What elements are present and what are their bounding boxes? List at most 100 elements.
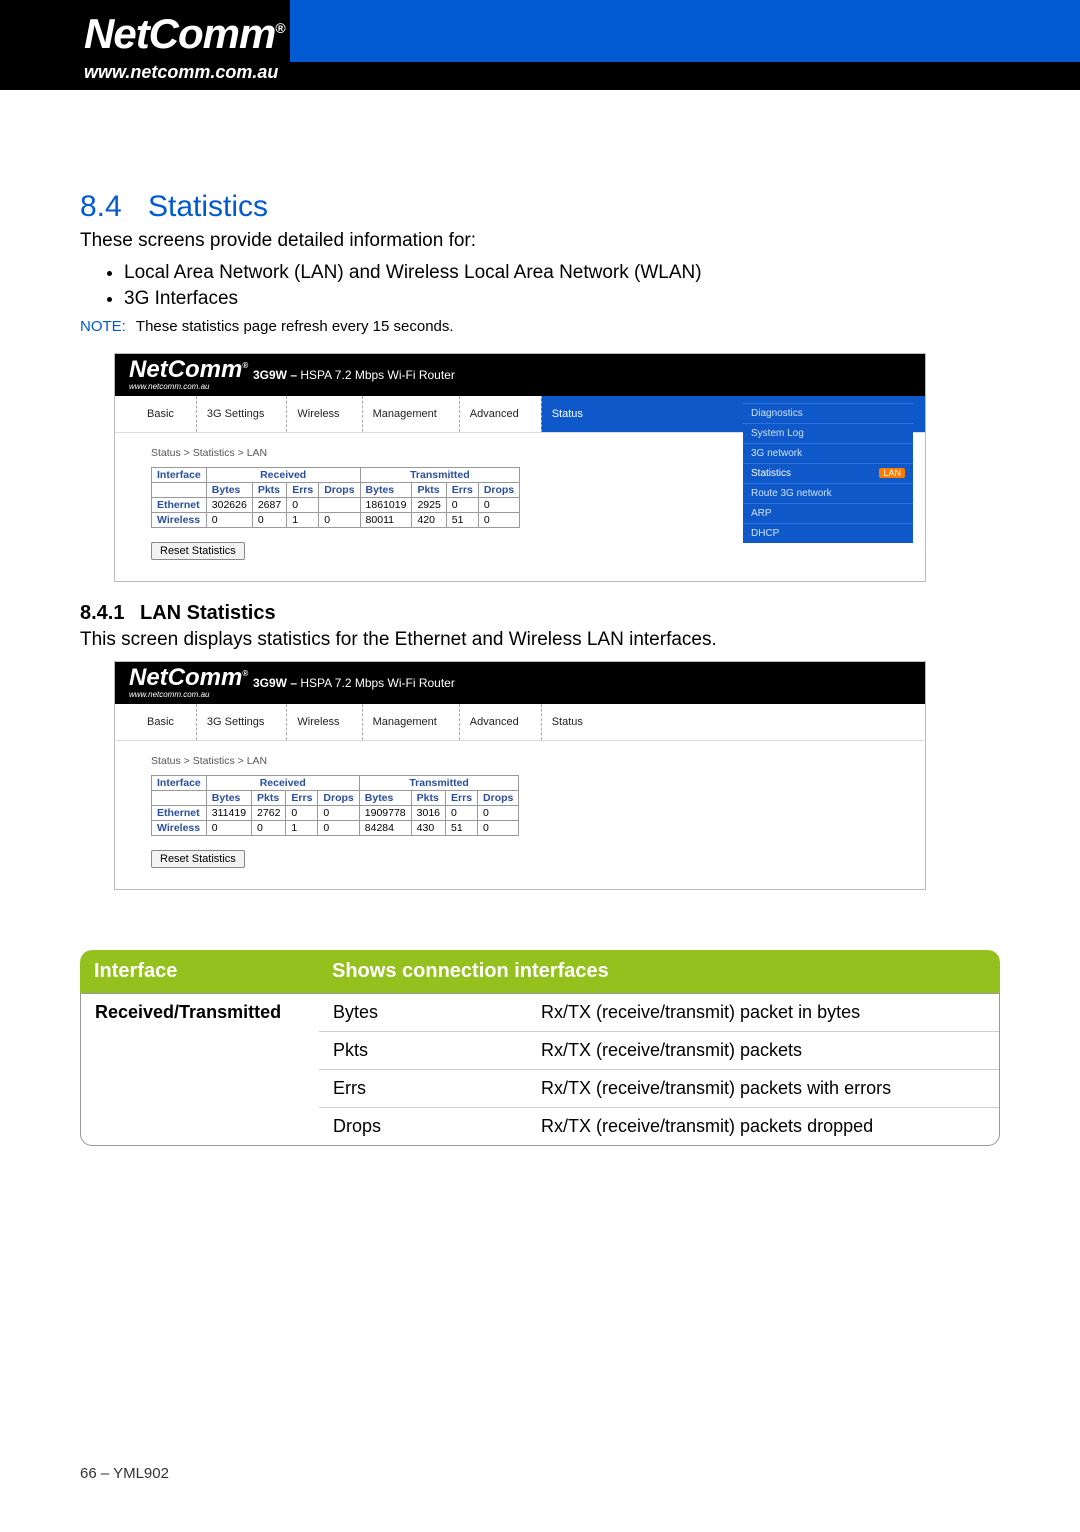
- cell: 1: [287, 513, 319, 528]
- router-logo: NetComm®: [129, 664, 248, 692]
- th-errs: Errs: [286, 791, 318, 806]
- th-bytes: Bytes: [206, 483, 252, 498]
- th-blank: [152, 791, 207, 806]
- tab-wireless[interactable]: Wireless: [286, 396, 361, 432]
- page-footer: 66 – YML902: [80, 1465, 169, 1482]
- th-bytes: Bytes: [359, 791, 411, 806]
- cell: 0: [478, 498, 519, 513]
- explain-table-body: Received/Transmitted Bytes Rx/TX (receiv…: [81, 993, 999, 1145]
- cell: 420: [412, 513, 446, 528]
- registered-icon: ®: [275, 20, 284, 36]
- tab-wireless[interactable]: Wireless: [286, 704, 361, 740]
- router-title-bold: 3G9W –: [253, 368, 297, 382]
- th-drops: Drops: [478, 791, 519, 806]
- tab-advanced[interactable]: Advanced: [459, 396, 541, 432]
- cell: 2762: [252, 806, 286, 821]
- submenu-route-label: Route: [751, 488, 778, 499]
- explain-table: Interface Shows connection interfaces: [80, 950, 1000, 993]
- submenu-route[interactable]: Route 3G network: [743, 483, 913, 503]
- tab-advanced[interactable]: Advanced: [459, 704, 541, 740]
- cell: 311419: [206, 806, 251, 821]
- tab-management[interactable]: Management: [362, 704, 459, 740]
- th-interface: Interface: [152, 776, 207, 791]
- th-bytes: Bytes: [206, 791, 251, 806]
- cell: [319, 498, 360, 513]
- th-pkts: Pkts: [252, 791, 286, 806]
- cell: 84284: [359, 821, 411, 836]
- th-transmitted: Transmitted: [360, 468, 520, 483]
- tab-status[interactable]: Status: [541, 704, 925, 740]
- table-row: Ethernet 311419 2762 0 0 1909778 3016 0 …: [152, 806, 519, 821]
- note-line: NOTE: These statistics page refresh ever…: [80, 318, 1000, 335]
- cell: 3016: [411, 806, 445, 821]
- router-title: 3G9W – HSPA 7.2 Mbps Wi-Fi Router: [253, 368, 455, 382]
- cell: 430: [411, 821, 445, 836]
- cell: 51: [446, 821, 478, 836]
- explain-desc: Rx/TX (receive/transmit) packet in bytes: [527, 993, 999, 1031]
- th-drops: Drops: [319, 483, 360, 498]
- cell: 0: [206, 513, 252, 528]
- cell: Ethernet: [152, 498, 207, 513]
- table-row: Wireless 0 0 1 0 84284 430 51 0: [152, 821, 519, 836]
- cell: 0: [286, 806, 318, 821]
- router-screenshot-1: NetComm® www.netcomm.com.au 3G9W – HSPA …: [114, 353, 926, 582]
- router-logo-word: NetComm: [129, 356, 242, 383]
- submenu-diagnostics[interactable]: Diagnostics: [743, 403, 913, 423]
- bullet-item: Local Area Network (LAN) and Wireless Lo…: [124, 262, 1000, 284]
- section-bullets: Local Area Network (LAN) and Wireless Lo…: [80, 262, 1000, 310]
- explain-key: Errs: [319, 1069, 527, 1107]
- subsection-heading: 8.4.1LAN Statistics: [80, 602, 1000, 625]
- submenu-3g-network[interactable]: 3G network: [743, 443, 913, 463]
- explain-table-wrap: Interface Shows connection interfaces Re…: [80, 950, 1000, 1146]
- router-title-bold: 3G9W –: [253, 676, 297, 690]
- submenu-chip-lan[interactable]: LAN: [879, 468, 905, 478]
- reset-statistics-button[interactable]: Reset Statistics: [151, 542, 245, 560]
- banner-stripe: [290, 0, 1080, 62]
- table-row: Ethernet 302626 2687 0 1861019 2925 0 0: [152, 498, 520, 513]
- tab-basic[interactable]: Basic: [115, 704, 196, 740]
- bullet-item: 3G Interfaces: [124, 288, 1000, 310]
- note-text: These statistics page refresh every 15 s…: [136, 318, 454, 335]
- router-logo: NetComm®: [129, 356, 248, 384]
- explain-desc: Rx/TX (receive/transmit) packets dropped: [527, 1107, 999, 1145]
- explain-col1: Received/Transmitted: [81, 993, 319, 1145]
- th-pkts: Pkts: [411, 791, 445, 806]
- table-row: Wireless 0 0 1 0 80011 420 51 0: [152, 513, 520, 528]
- cell: Wireless: [152, 821, 207, 836]
- cell: Ethernet: [152, 806, 207, 821]
- reset-statistics-button[interactable]: Reset Statistics: [151, 850, 245, 868]
- router-screenshot-2: NetComm® www.netcomm.com.au 3G9W – HSPA …: [114, 661, 926, 890]
- th-interface: Interface: [152, 468, 207, 483]
- breadcrumb: Status > Statistics > LAN: [151, 755, 925, 767]
- explain-key: Drops: [319, 1107, 527, 1145]
- cell: 0: [446, 806, 478, 821]
- router-header: NetComm® www.netcomm.com.au 3G9W – HSPA …: [115, 354, 925, 396]
- router-body: Diagnostics System Log 3G network Statis…: [115, 433, 925, 581]
- cell: 1: [286, 821, 318, 836]
- explain-desc: Rx/TX (receive/transmit) packets with er…: [527, 1069, 999, 1107]
- tab-3g-settings[interactable]: 3G Settings: [196, 704, 286, 740]
- submenu-system-log[interactable]: System Log: [743, 423, 913, 443]
- tab-3g-settings[interactable]: 3G Settings: [196, 396, 286, 432]
- router-header: NetComm® www.netcomm.com.au 3G9W – HSPA …: [115, 662, 925, 704]
- th-errs: Errs: [446, 483, 478, 498]
- th-pkts: Pkts: [252, 483, 286, 498]
- submenu-arp[interactable]: ARP: [743, 503, 913, 523]
- tab-management[interactable]: Management: [362, 396, 459, 432]
- cell: 0: [478, 513, 519, 528]
- explain-key: Bytes: [319, 993, 527, 1031]
- tab-basic[interactable]: Basic: [115, 396, 196, 432]
- router-logo-word: NetComm: [129, 664, 242, 691]
- router-title-rest: HSPA 7.2 Mbps Wi-Fi Router: [297, 368, 455, 382]
- submenu-chip-3g[interactable]: 3G network: [780, 488, 831, 499]
- stats-table: Interface Received Transmitted Bytes Pkt…: [151, 467, 520, 528]
- router-body: Status > Statistics > LAN Interface Rece…: [115, 741, 925, 889]
- logo-word: NetComm: [84, 10, 275, 57]
- cell: Wireless: [152, 513, 207, 528]
- banner-url: www.netcomm.com.au: [84, 62, 278, 83]
- submenu-statistics[interactable]: Statistics LAN: [743, 463, 913, 483]
- submenu-dhcp[interactable]: DHCP: [743, 523, 913, 543]
- th-received: Received: [206, 776, 359, 791]
- cell: 0: [478, 806, 519, 821]
- th-drops: Drops: [478, 483, 519, 498]
